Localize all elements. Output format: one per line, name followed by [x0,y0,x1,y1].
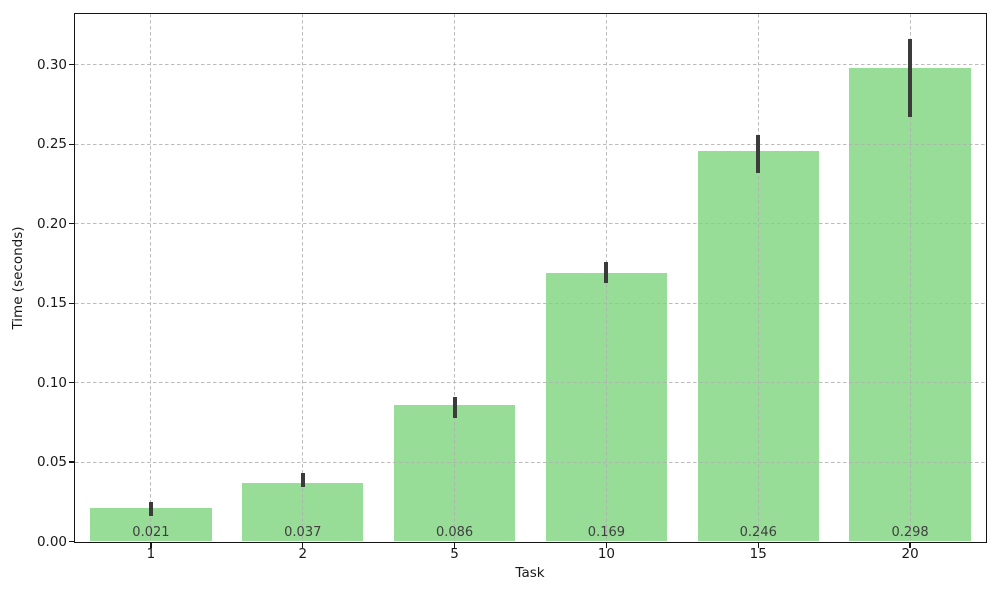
x-tick-mark [909,542,911,548]
bar-value-label: 0.298 [891,525,929,540]
error-bar [452,396,457,418]
x-tick-mark [150,542,152,548]
y-gridline [75,382,986,384]
y-gridline [75,461,986,463]
error-bar [756,134,761,173]
y-gridline [75,143,986,145]
x-axis-label: Task [515,565,545,581]
y-tick-label: 0.30 [36,56,67,73]
x-tick-label: 10 [597,545,615,562]
x-gridline [150,14,152,542]
bar-value-label: 0.021 [132,525,170,540]
x-gridline [302,14,304,542]
x-tick-mark [605,542,608,548]
y-tick-label: 0.20 [36,215,67,232]
x-tick-mark [453,542,456,548]
x-gridline [909,14,911,542]
error-bar [908,39,913,118]
y-tick-mark [69,143,74,145]
error-bar [300,473,305,488]
y-tick-mark [69,540,74,543]
y-gridline [75,302,986,304]
y-gridline [75,223,986,225]
x-tick-mark [757,542,759,548]
x-gridline [757,14,759,542]
x-tick-label: 15 [749,545,767,562]
bar-value-label: 0.169 [587,525,626,540]
y-tick-label: 0.25 [36,136,67,153]
x-tick-mark [302,542,304,548]
y-gridline [75,64,986,66]
error-bar [148,501,153,517]
y-tick-mark [69,302,74,304]
y-tick-label: 0.00 [36,533,67,550]
x-tick-label: 2 [298,545,308,562]
y-tick-label: 0.10 [36,374,67,391]
error-bar [604,261,609,283]
y-tick-mark [69,64,74,66]
y-tick-label: 0.15 [36,295,67,312]
y-tick-mark [69,223,74,225]
x-tick-label: 1 [146,545,156,562]
x-tick-label: 20 [901,545,919,562]
bar-value-label: 0.246 [739,525,777,540]
x-tick-label: 5 [450,545,459,562]
bar-value-label: 0.037 [284,525,322,540]
y-tick-mark [69,381,74,384]
y-tick-label: 0.05 [36,454,67,471]
y-axis-label: Time (seconds) [10,226,26,330]
bar-value-label: 0.086 [435,525,474,540]
y-tick-mark [69,461,74,463]
x-gridline [454,14,456,542]
